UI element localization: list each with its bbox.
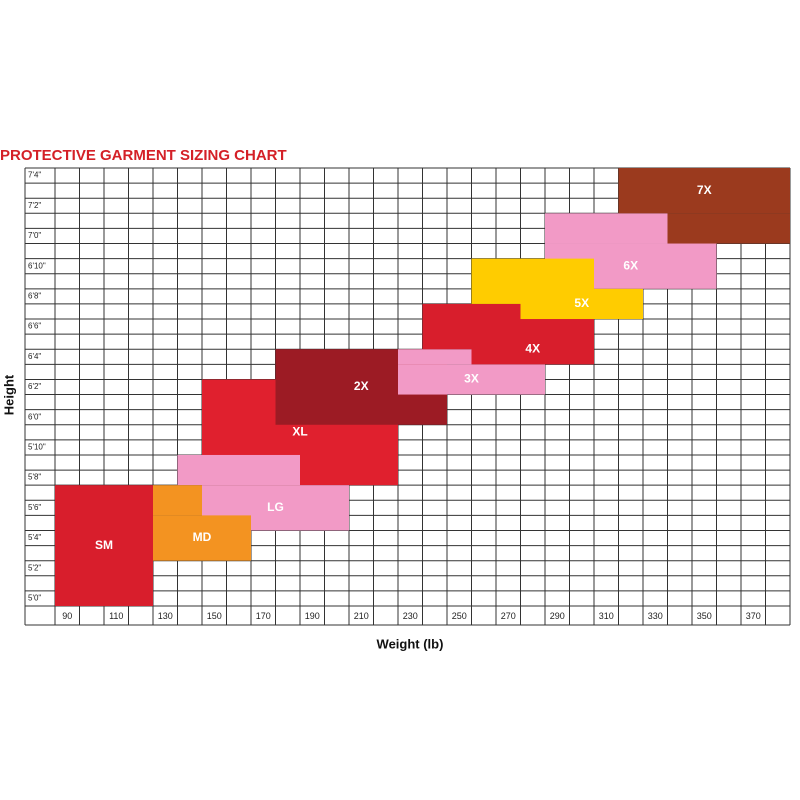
y-tick-label: 5'6" [28,503,41,512]
size-label: XL [292,424,307,438]
y-tick-label: 7'0" [28,231,41,240]
size-label: 3X [464,372,479,386]
y-tick-label: 5'8" [28,473,41,482]
x-tick-label: 190 [305,611,320,621]
size-region [177,454,300,486]
x-tick-label: 370 [746,611,761,621]
x-tick-label: 290 [550,611,565,621]
y-axis-label: Height [1,374,16,415]
x-tick-label: 230 [403,611,418,621]
y-tick-label: 6'0" [28,412,41,421]
x-axis-label: Weight (lb) [377,636,444,651]
size-label: 5X [574,296,589,310]
size-region [153,515,251,561]
y-tick-label: 7'4" [28,171,41,180]
x-tick-label: 270 [501,611,516,621]
size-label: 6X [623,258,638,272]
size-label: 7X [697,183,712,197]
x-tick-label: 250 [452,611,467,621]
y-tick-label: 6'2" [28,382,41,391]
y-tick-label: 5'2" [28,563,41,572]
x-tick-label: 310 [599,611,614,621]
size-label: SM [95,538,113,552]
y-tick-label: 6'6" [28,322,41,331]
y-tick-label: 5'0" [28,594,41,603]
x-tick-label: 90 [62,611,72,621]
y-tick-label: 5'4" [28,533,41,542]
x-tick-label: 150 [207,611,222,621]
y-tick-label: 6'4" [28,352,41,361]
y-tick-label: 6'10" [28,261,46,270]
size-region [667,213,790,244]
size-region [545,213,668,244]
x-tick-label: 350 [697,611,712,621]
y-tick-label: 7'2" [28,201,41,210]
size-label: 4X [525,341,540,355]
size-region [153,485,202,516]
x-tick-label: 330 [648,611,663,621]
x-tick-label: 110 [109,611,123,621]
x-tick-label: 210 [354,611,369,621]
x-tick-label: 130 [158,611,173,621]
x-tick-label: 170 [256,611,271,621]
y-tick-label: 5'10" [28,443,46,452]
size-region [55,485,153,606]
size-region [398,364,545,395]
size-label: 2X [354,379,369,393]
size-region [471,258,594,304]
size-label: MD [193,530,212,544]
y-tick-label: 6'8" [28,291,41,300]
size-region [398,349,472,365]
size-label: LG [267,500,284,514]
chart-title: PROTECTIVE GARMENT SIZING CHART [0,147,287,164]
size-region [618,168,790,214]
